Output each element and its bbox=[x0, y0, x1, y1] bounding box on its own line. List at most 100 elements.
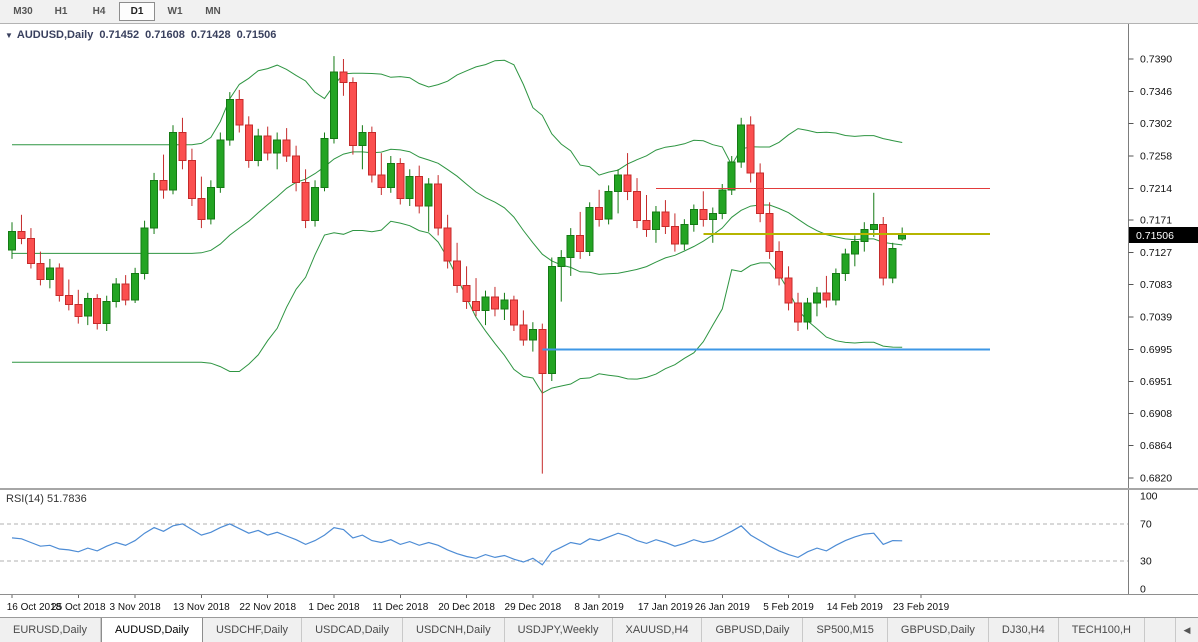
timeframe-button-h1[interactable]: H1 bbox=[54, 6, 68, 17]
rsi-scale-label: 30 bbox=[1140, 556, 1152, 568]
candle bbox=[292, 155, 301, 183]
chart-tab-usdjpy-weekly[interactable]: USDJPY,Weekly bbox=[505, 618, 613, 642]
chart-collapse-icon[interactable]: ▼ bbox=[5, 30, 13, 40]
candle bbox=[377, 174, 386, 189]
chart-tab-usdcad-daily[interactable]: USDCAD,Daily bbox=[302, 618, 404, 642]
candle bbox=[831, 273, 840, 301]
chart-tabs: EURUSD,Daily AUDUSD,Daily USDCHF,Daily USDC… bbox=[0, 618, 1175, 642]
price-tick-label: 0.6820 bbox=[1140, 473, 1172, 485]
ohlc-close: 0.71506 bbox=[236, 29, 277, 41]
time-axis[interactable]: 16 Oct 2018 25 Oct 2018 3 Nov 2018 13 Nov 2… bbox=[0, 594, 1198, 617]
date-tick-label: 22 Nov 2018 bbox=[239, 602, 296, 613]
date-tick-label: 13 Nov 2018 bbox=[173, 602, 230, 613]
candle bbox=[386, 162, 395, 189]
timeframe-button-h4[interactable]: H4 bbox=[92, 6, 106, 17]
candle bbox=[178, 132, 187, 161]
chart-tab-audusd-daily[interactable]: AUDUSD,Daily bbox=[100, 618, 203, 642]
date-tick-label: 17 Jan 2019 bbox=[638, 602, 693, 613]
candle bbox=[254, 135, 263, 161]
date-tick-label: 26 Jan 2019 bbox=[695, 602, 750, 613]
price-tick-label: 0.6951 bbox=[1140, 376, 1172, 388]
date-tick-label: 16 Oct 2018 bbox=[7, 602, 62, 613]
candle bbox=[642, 220, 651, 230]
candle bbox=[64, 295, 73, 306]
candle bbox=[424, 183, 433, 207]
chart-tab-tech100-h[interactable]: TECH100,H bbox=[1059, 618, 1145, 642]
date-tick-label: 5 Feb 2019 bbox=[763, 602, 814, 613]
candle bbox=[879, 223, 888, 279]
price-tick-label: 0.7214 bbox=[1140, 183, 1172, 195]
chart-tab-usdchf-daily[interactable]: USDCHF,Daily bbox=[203, 618, 303, 642]
candle bbox=[585, 207, 594, 253]
timeframe-toolbar: M30 H1 H4 D1 W1 MN bbox=[0, 0, 1198, 24]
candle bbox=[509, 299, 518, 326]
candle bbox=[131, 273, 140, 301]
chart-tab-usdcnh-daily[interactable]: USDCNH,Daily bbox=[403, 618, 505, 642]
candle bbox=[633, 190, 641, 222]
price-tick-label: 0.7302 bbox=[1140, 118, 1172, 130]
timeframe-button-w1[interactable]: W1 bbox=[167, 6, 183, 17]
candle bbox=[481, 296, 490, 311]
candle bbox=[150, 179, 159, 229]
candle bbox=[888, 248, 897, 279]
chart-tab-sp500-m15[interactable]: SP500,M15 bbox=[803, 618, 888, 642]
date-tick-label: 25 Oct 2018 bbox=[51, 602, 106, 613]
date-tick-label: 14 Feb 2019 bbox=[827, 602, 884, 613]
date-tick-label: 23 Feb 2019 bbox=[893, 602, 950, 613]
candle bbox=[301, 182, 310, 222]
chart-tab-eurusd-daily[interactable]: EURUSD,Daily bbox=[0, 618, 101, 642]
candle bbox=[348, 82, 357, 147]
chart-tab-xauusd-h4[interactable]: XAUUSD,H4 bbox=[613, 618, 703, 642]
rsi-panel[interactable]: 100 70 30 0 RSI(14) 51.7836 bbox=[0, 488, 1198, 594]
main-chart-panel[interactable]: 0.7390 0.7346 0.7302 0.7258 0.7214 0.7171 0.71… bbox=[0, 24, 1198, 488]
rsi-chart-surface[interactable]: 100 70 30 0 bbox=[0, 490, 1198, 594]
chart-symbol-period: AUDUSD,Daily bbox=[16, 29, 94, 41]
price-tick-label: 0.6908 bbox=[1140, 408, 1172, 420]
chart-tabs-bar: EURUSD,Daily AUDUSD,Daily USDCHF,Daily USDC… bbox=[0, 617, 1198, 642]
date-tick-label: 29 Dec 2018 bbox=[505, 602, 562, 613]
candle bbox=[140, 227, 149, 275]
candle bbox=[443, 227, 452, 262]
candle bbox=[74, 304, 83, 317]
candle bbox=[330, 71, 338, 139]
ohlc-low: 0.71428 bbox=[190, 29, 231, 41]
candle bbox=[396, 162, 405, 200]
price-tick-label: 0.6995 bbox=[1140, 344, 1172, 356]
candle bbox=[311, 187, 319, 222]
rsi-scale-label: 100 bbox=[1140, 491, 1158, 503]
timeframe-button-d1[interactable]: D1 bbox=[119, 2, 155, 21]
chart-tab-gbpusd-daily[interactable]: GBPUSD,Daily bbox=[702, 618, 804, 642]
ohlc-open: 0.71452 bbox=[99, 29, 140, 41]
candle bbox=[528, 329, 537, 341]
candle bbox=[708, 212, 717, 220]
candle bbox=[765, 212, 774, 253]
rsi-indicator-label: RSI(14) 51.7836 bbox=[6, 493, 87, 505]
price-tick-label: 0.7346 bbox=[1140, 86, 1172, 98]
price-chart-surface[interactable]: 0.7390 0.7346 0.7302 0.7258 0.7214 0.7171 0.71… bbox=[0, 24, 1198, 488]
rsi-scale-label: 0 bbox=[1140, 584, 1146, 595]
candle bbox=[784, 277, 793, 304]
chart-tab-gbpusd-daily[interactable]: GBPUSD,Daily bbox=[888, 618, 989, 642]
candle bbox=[8, 231, 16, 251]
timeframe-button-mn[interactable]: MN bbox=[205, 6, 221, 17]
ohlc-high: 0.71608 bbox=[145, 29, 185, 41]
candle bbox=[557, 257, 566, 267]
candle bbox=[206, 187, 215, 220]
price-tick-label: 0.7171 bbox=[1140, 215, 1172, 227]
candle bbox=[405, 176, 414, 200]
candle bbox=[737, 124, 746, 163]
price-scale[interactable]: 0.7390 0.7346 0.7302 0.7258 0.7214 0.7171 0.71… bbox=[1128, 24, 1198, 488]
candle bbox=[26, 237, 35, 264]
timeframe-button-m30[interactable]: M30 bbox=[13, 6, 33, 17]
candle bbox=[93, 298, 102, 325]
tab-scroll-left-icon[interactable]: ◀ bbox=[1175, 618, 1198, 642]
candle bbox=[727, 161, 736, 191]
candle bbox=[453, 260, 462, 286]
date-tick-label: 11 Dec 2018 bbox=[372, 602, 428, 613]
candle bbox=[775, 251, 784, 279]
candle bbox=[263, 135, 272, 154]
chart-tab-dj30-h4[interactable]: DJ30,H4 bbox=[989, 618, 1059, 642]
candle bbox=[434, 183, 443, 229]
candle bbox=[519, 324, 528, 341]
